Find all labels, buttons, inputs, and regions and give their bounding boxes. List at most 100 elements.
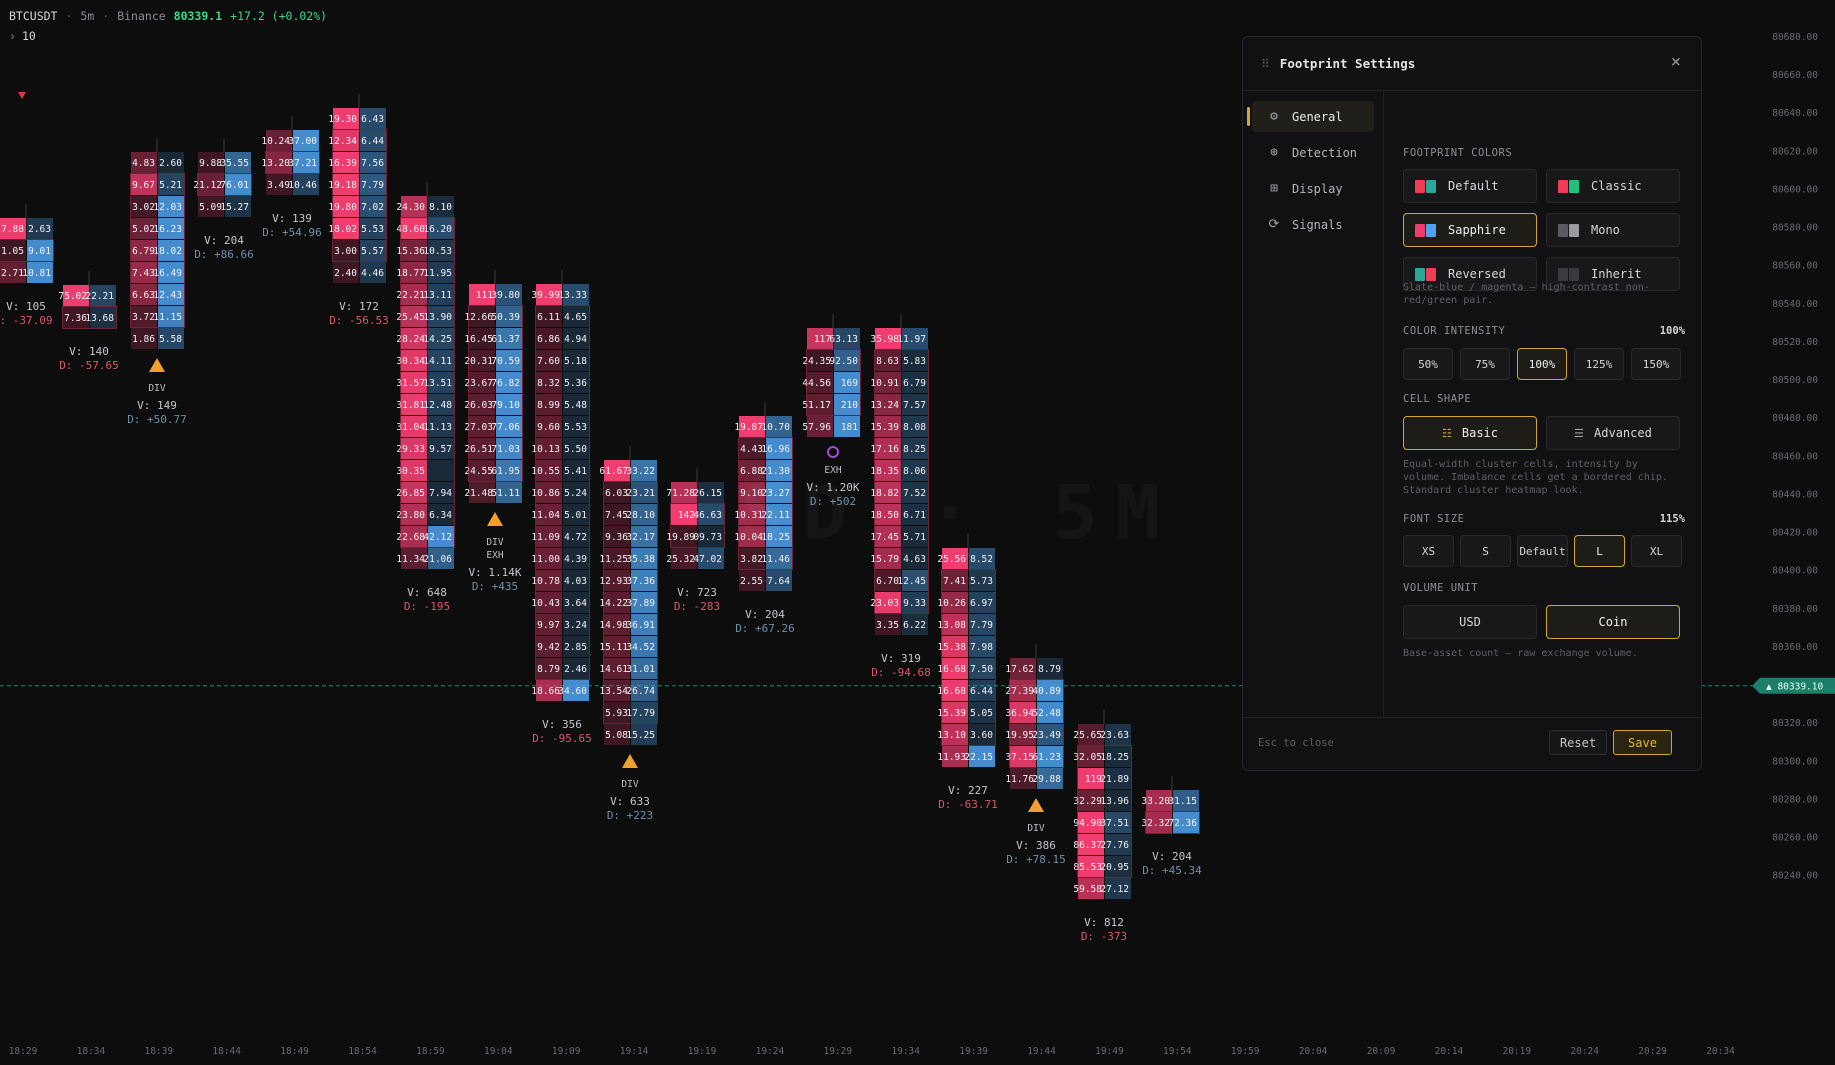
ask-value: 23.27 — [761, 488, 790, 499]
bid-value: 14.22 — [599, 598, 628, 609]
ask-value: 4.72 — [564, 532, 587, 543]
shape-advanced-button[interactable]: ☰ Advanced — [1546, 416, 1680, 450]
intensity-option[interactable]: 100% — [1517, 348, 1567, 380]
bid-cell — [1010, 724, 1036, 745]
ask-cell — [834, 394, 860, 415]
nav-item-general[interactable]: ⚙ General — [1247, 101, 1374, 132]
value-area-box — [603, 481, 658, 724]
color-option-sapphire[interactable]: Sapphire — [1403, 213, 1537, 247]
bid-cell — [875, 570, 901, 591]
ask-cell — [27, 240, 53, 261]
ask-value: 8.06 — [903, 466, 926, 477]
bid-value: 32.05 — [1073, 752, 1102, 763]
ask-cell — [563, 548, 589, 569]
candle-volume: V: 140 — [69, 345, 109, 358]
unit-usd-button[interactable]: USD — [1403, 605, 1537, 639]
color-swatch-icon — [1415, 267, 1437, 281]
bid-value: 10.31 — [734, 510, 763, 521]
ask-value: 4.63 — [903, 554, 926, 565]
close-icon[interactable]: × — [1670, 52, 1681, 72]
ask-value: 76.82 — [491, 378, 520, 389]
bid-cell — [0, 218, 26, 239]
ask-value: 37.51 — [1100, 818, 1129, 829]
bid-cell — [739, 570, 765, 591]
bid-cell — [333, 240, 359, 261]
candle-delta: D: -195 — [404, 600, 450, 613]
ask-cell — [496, 372, 522, 393]
color-option-inherit[interactable]: Inherit — [1546, 257, 1680, 291]
ask-value: 13.68 — [85, 313, 114, 324]
bid-cell — [401, 284, 427, 305]
price-tick-label: 80480.00 — [1772, 413, 1818, 424]
ask-cell — [563, 438, 589, 459]
intensity-option[interactable]: 150% — [1631, 348, 1681, 380]
ask-cell — [428, 306, 454, 327]
lookback-toggle[interactable]: › 10 — [9, 29, 36, 43]
ask-cell — [428, 394, 454, 415]
nav-item-detection[interactable]: ⊕ Detection — [1252, 137, 1374, 168]
bid-value: 19.89 — [666, 532, 695, 543]
ask-cell — [428, 438, 454, 459]
color-option-classic[interactable]: Classic — [1546, 169, 1680, 203]
ask-value: 76.01 — [220, 180, 249, 191]
reset-button[interactable]: Reset — [1549, 730, 1607, 755]
interval-label[interactable]: 5m — [80, 9, 95, 23]
bid-cell — [807, 328, 833, 349]
font-size-option[interactable]: L — [1574, 535, 1625, 567]
bid-value: 10.24 — [261, 136, 290, 147]
font-size-option[interactable]: XS — [1403, 535, 1454, 567]
bid-cell — [875, 372, 901, 393]
font-size-option[interactable]: S — [1460, 535, 1511, 567]
time-tick-label: 20:24 — [1570, 1046, 1599, 1057]
unit-coin-button[interactable]: Coin — [1546, 605, 1680, 639]
drag-handle-icon[interactable]: ⠿ — [1261, 56, 1270, 71]
ask-value: 6.34 — [429, 510, 452, 521]
bid-cell — [469, 328, 495, 349]
save-button[interactable]: Save — [1613, 730, 1672, 755]
bid-value: 18.77 — [396, 268, 425, 279]
intensity-option[interactable]: 50% — [1403, 348, 1453, 380]
ask-cell — [902, 416, 928, 437]
ask-cell — [428, 196, 454, 217]
ask-value: 5.21 — [159, 180, 182, 191]
nav-item-signals[interactable]: ⟳ Signals — [1252, 209, 1374, 240]
bid-cell — [1010, 702, 1036, 723]
ask-value: 2.46 — [564, 664, 587, 675]
bid-value: 31.57 — [396, 378, 425, 389]
color-option-default[interactable]: Default — [1403, 169, 1537, 203]
bid-cell — [131, 152, 157, 173]
ask-cell — [1173, 790, 1199, 811]
bid-cell — [0, 240, 26, 261]
bid-value: 22.21 — [396, 290, 425, 301]
color-option-mono[interactable]: Mono — [1546, 213, 1680, 247]
bid-cell — [739, 438, 765, 459]
intensity-option[interactable]: 75% — [1460, 348, 1510, 380]
panel-header[interactable]: ⠿ Footprint Settings × — [1243, 37, 1701, 91]
divergence-triangle-icon — [487, 512, 503, 526]
candle-volume: V: 386 — [1016, 839, 1056, 852]
ask-cell — [766, 460, 792, 481]
ask-cell — [631, 636, 657, 657]
font-size-option[interactable]: Default — [1517, 535, 1568, 567]
font-size-option[interactable]: XL — [1631, 535, 1682, 567]
ask-cell — [428, 218, 454, 239]
bid-cell — [604, 724, 630, 745]
value-area-box — [468, 305, 523, 482]
time-tick-label: 19:29 — [823, 1046, 852, 1057]
candle-delta: : -37.09 — [0, 314, 52, 327]
bid-cell — [536, 614, 562, 635]
bid-cell — [1010, 746, 1036, 767]
ask-value: 5.57 — [361, 246, 384, 257]
bid-value: 57.96 — [802, 422, 831, 433]
shape-basic-button[interactable]: ☷ Basic — [1403, 416, 1537, 450]
color-option-reversed[interactable]: Reversed — [1403, 257, 1537, 291]
button-label: Sapphire — [1448, 223, 1506, 237]
bid-value: 1.86 — [132, 334, 155, 345]
intensity-option[interactable]: 125% — [1574, 348, 1624, 380]
candle-volume: V: 723 — [677, 586, 717, 599]
ask-value: 5.83 — [903, 356, 926, 367]
bid-cell — [198, 174, 224, 195]
symbol-label[interactable]: BTCUSDT — [9, 9, 58, 23]
nav-item-display[interactable]: ⊞ Display — [1252, 173, 1374, 204]
